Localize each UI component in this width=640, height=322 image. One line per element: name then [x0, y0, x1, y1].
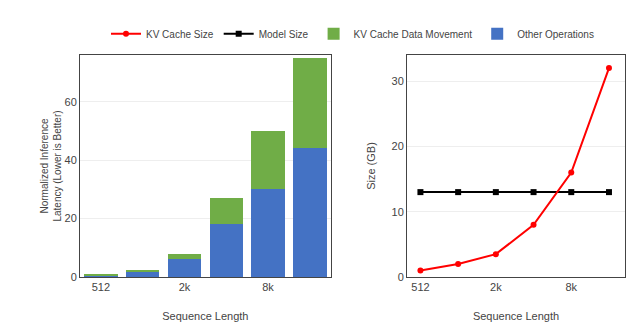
- svg-text:KV Cache Data Movement: KV Cache Data Movement: [354, 29, 473, 40]
- svg-text:10: 10: [392, 206, 404, 218]
- svg-text:40: 40: [65, 154, 77, 166]
- svg-text:Sequence Length: Sequence Length: [162, 310, 248, 322]
- svg-text:Model Size: Model Size: [259, 29, 309, 40]
- svg-text:Other Operations: Other Operations: [517, 29, 594, 40]
- svg-text:20: 20: [392, 140, 404, 152]
- svg-text:512: 512: [411, 281, 429, 293]
- svg-text:0: 0: [398, 271, 404, 283]
- svg-text:512: 512: [92, 281, 110, 293]
- svg-text:0: 0: [71, 271, 77, 283]
- svg-text:KV Cache Size: KV Cache Size: [146, 29, 214, 40]
- svg-text:Sequence Length: Sequence Length: [473, 310, 559, 322]
- svg-text:8k: 8k: [565, 281, 577, 293]
- svg-text:60: 60: [65, 96, 77, 108]
- svg-text:Size (GB): Size (GB): [365, 142, 377, 190]
- svg-text:Normalized InferenceLatency (L: Normalized InferenceLatency (Lower is Be…: [39, 110, 63, 221]
- svg-text:2k: 2k: [179, 281, 191, 293]
- svg-text:8k: 8k: [262, 281, 274, 293]
- svg-text:30: 30: [392, 75, 404, 87]
- svg-text:2k: 2k: [490, 281, 502, 293]
- svg-text:20: 20: [65, 212, 77, 224]
